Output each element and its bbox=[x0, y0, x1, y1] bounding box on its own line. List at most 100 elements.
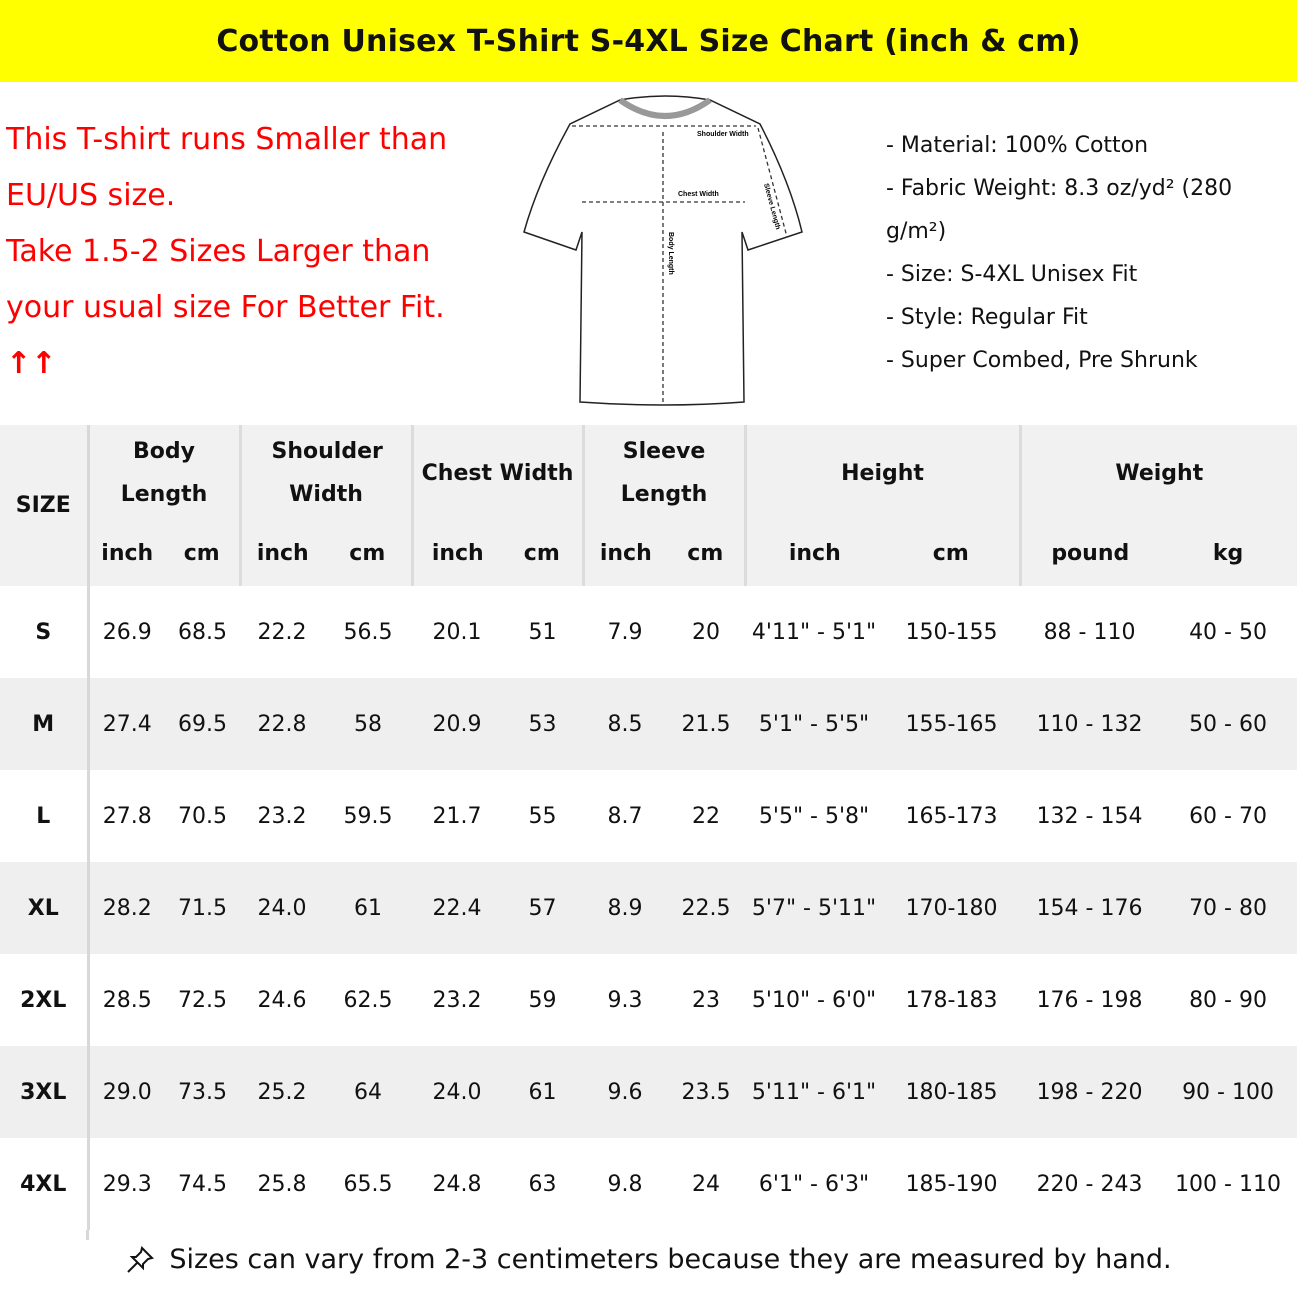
value-cell: 70 - 80 bbox=[1159, 862, 1297, 954]
value-cell: 23.5 bbox=[667, 1046, 746, 1138]
spec-item: - Style: Regular Fit bbox=[886, 305, 1088, 330]
value-cell: 21.7 bbox=[432, 803, 482, 829]
unit-header: inch bbox=[410, 521, 503, 586]
value-cell: 72.5 bbox=[178, 987, 227, 1013]
value-cell: 53 bbox=[502, 678, 584, 770]
value-cell: 27.8 bbox=[102, 803, 152, 829]
warning-line: This T-shirt runs Smaller than bbox=[6, 122, 448, 157]
unit-header: cm bbox=[502, 521, 584, 586]
value-cell: 25.2 bbox=[240, 1046, 325, 1138]
value-cell: 63 bbox=[528, 1171, 557, 1197]
value-cell: 23 bbox=[692, 987, 721, 1013]
value-cell: 20.1 bbox=[432, 619, 482, 645]
warning-line: your usual size For Better Fit. bbox=[6, 290, 445, 325]
value-cell: 68.5 bbox=[178, 619, 227, 645]
chest-width-label: Chest Width bbox=[678, 191, 719, 198]
group-header: Chest Width bbox=[410, 425, 584, 521]
value-cell: 154 - 176 bbox=[1020, 862, 1160, 954]
value-cell: 22.8 bbox=[240, 678, 325, 770]
value-cell: 73.5 bbox=[165, 1046, 241, 1138]
unit-header: pound bbox=[1018, 521, 1160, 586]
shoulder-width-label: Shoulder Width bbox=[697, 131, 749, 138]
value-cell: 50 - 60 bbox=[1159, 678, 1297, 770]
table-row: 4XL 29.3 74.5 25.8 65.5 24.8 63 9.8 24 6'1" - 6'3… bbox=[0, 1138, 1297, 1230]
value-cell: 170-180 bbox=[883, 862, 1021, 954]
value-cell: 22.2 bbox=[257, 619, 307, 645]
value-cell: 55 bbox=[528, 803, 557, 829]
value-cell: 5'1" - 5'5" bbox=[745, 678, 884, 770]
unit-header: cm bbox=[883, 521, 1021, 586]
value-cell: 80 - 90 bbox=[1189, 987, 1267, 1013]
value-cell: 59.5 bbox=[343, 803, 393, 829]
warning-line: EU/US size. bbox=[6, 178, 176, 213]
value-cell: 58 bbox=[324, 678, 413, 770]
value-cell: 40 - 50 bbox=[1189, 619, 1267, 645]
value-cell: 56.5 bbox=[343, 619, 393, 645]
value-cell: 180-185 bbox=[883, 1046, 1021, 1138]
footer-text: Sizes can vary from 2-3 centimeters beca… bbox=[169, 1244, 1172, 1275]
value-cell: 90 - 100 bbox=[1159, 1046, 1297, 1138]
unit-header: cm bbox=[165, 521, 241, 586]
size-cell: S bbox=[0, 586, 90, 678]
value-cell: 150-155 bbox=[905, 619, 998, 645]
value-cell: 25.8 bbox=[257, 1171, 307, 1197]
group-header: Body Length bbox=[88, 425, 241, 521]
footer-note: Sizes can vary from 2-3 centimeters beca… bbox=[0, 1230, 1297, 1289]
spec-item: - Size: S-4XL Unisex Fit bbox=[886, 262, 1138, 287]
size-cell: L bbox=[0, 770, 90, 862]
value-cell: 176 - 198 bbox=[1036, 987, 1143, 1013]
up-arrows-icon: ↑↑ bbox=[6, 346, 57, 381]
value-cell: 23.2 bbox=[432, 987, 482, 1013]
value-cell: 51 bbox=[528, 619, 557, 645]
value-cell: 74.5 bbox=[178, 1171, 227, 1197]
value-cell: 5'7" - 5'11" bbox=[745, 862, 884, 954]
value-cell: 65.5 bbox=[343, 1171, 393, 1197]
table-row: 3XL 29.0 73.5 25.2 64 24.0 61 9.6 23.5 5'11" - 6'… bbox=[0, 1046, 1297, 1138]
body-length-label: Body Length bbox=[667, 232, 674, 275]
value-cell: 22.4 bbox=[412, 862, 503, 954]
value-cell: 21.5 bbox=[667, 678, 746, 770]
value-cell: 20.9 bbox=[412, 678, 503, 770]
size-cell: XL bbox=[0, 862, 90, 954]
value-cell: 24 bbox=[692, 1171, 721, 1197]
product-specs: - Material: 100% Cotton - Fabric Weight:… bbox=[886, 124, 1286, 382]
size-cell: M bbox=[0, 678, 90, 770]
value-cell: 198 - 220 bbox=[1020, 1046, 1160, 1138]
value-cell: 60 - 70 bbox=[1189, 803, 1267, 829]
value-cell: 59 bbox=[528, 987, 557, 1013]
page-title: Cotton Unisex T-Shirt S-4XL Size Chart (… bbox=[0, 0, 1297, 82]
value-cell: 26.9 bbox=[102, 619, 152, 645]
value-cell: 64 bbox=[324, 1046, 413, 1138]
unit-header: inch bbox=[238, 521, 325, 586]
value-cell: 24.8 bbox=[432, 1171, 482, 1197]
size-cell: 2XL bbox=[0, 954, 90, 1046]
spec-item: - Fabric Weight: 8.3 oz/yd² (280 bbox=[886, 176, 1233, 201]
value-cell: 62.5 bbox=[343, 987, 393, 1013]
value-cell: 29.0 bbox=[88, 1046, 165, 1138]
warning-line: Take 1.5-2 Sizes Larger than bbox=[6, 234, 431, 269]
size-header: SIZE bbox=[0, 425, 90, 586]
value-cell: 22.5 bbox=[667, 862, 746, 954]
value-cell: 20 bbox=[692, 619, 721, 645]
table-row: 2XL 28.5 72.5 24.6 62.5 23.2 59 9.3 23 5'10" - 6'… bbox=[0, 954, 1297, 1046]
value-cell: 132 - 154 bbox=[1036, 803, 1143, 829]
unit-header: inch bbox=[743, 521, 884, 586]
tshirt-diagram: Shoulder Width Chest Width Body Length S… bbox=[523, 95, 803, 406]
fit-warning: This T-shirt runs Smaller than EU/US siz… bbox=[6, 112, 526, 392]
size-cell: 3XL bbox=[0, 1046, 90, 1138]
spec-item: g/m²) bbox=[886, 219, 947, 244]
value-cell: 28.2 bbox=[88, 862, 165, 954]
group-header: Shoulder Width bbox=[238, 425, 413, 521]
size-table: SIZE Body Length Shoulder Width Chest Wi… bbox=[0, 425, 1297, 1230]
table-row: XL 28.2 71.5 24.0 61 22.4 57 8.9 22.5 5'7" - 5'11… bbox=[0, 862, 1297, 954]
value-cell: 8.5 bbox=[583, 678, 668, 770]
unit-header: inch bbox=[581, 521, 668, 586]
table-row: M 27.4 69.5 22.8 58 20.9 53 8.5 21.5 5'1" - 5'5" 1… bbox=[0, 678, 1297, 770]
value-cell: 57 bbox=[502, 862, 584, 954]
value-cell: 22 bbox=[692, 803, 721, 829]
value-cell: 70.5 bbox=[178, 803, 227, 829]
unit-header: cm bbox=[667, 521, 746, 586]
unit-header: kg bbox=[1159, 521, 1297, 586]
value-cell: 27.4 bbox=[88, 678, 165, 770]
pushpin-icon bbox=[127, 1245, 155, 1273]
